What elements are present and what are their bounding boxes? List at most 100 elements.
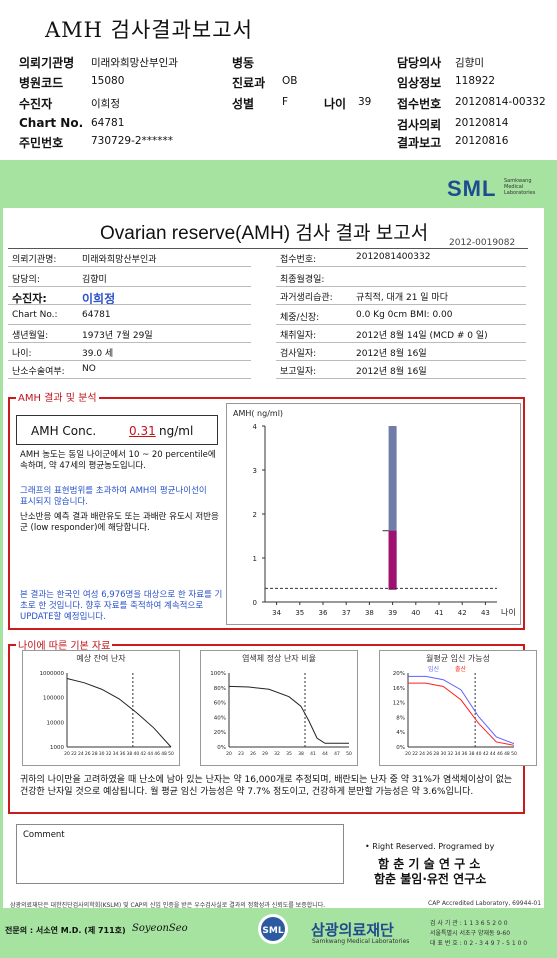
x-tick-label: 42 — [140, 751, 146, 757]
info-right-value: 2012081400332 — [356, 252, 431, 262]
header-label: 진료과 — [232, 76, 266, 90]
info-right-label: 검사일자: — [280, 349, 317, 359]
certification-note: 삼광의료재단은 대한진단검사의학회(KSLM) 및 CAP의 신임 인증을 받은… — [10, 902, 326, 909]
info-left-value: 64781 — [82, 310, 111, 320]
x-tick-label: 34 — [113, 751, 119, 757]
header-value: 미래와희망산부인과 — [91, 57, 178, 69]
info-right-label: 과거생리습관: — [280, 293, 333, 303]
y-tick-label: 0% — [396, 745, 405, 751]
info-right-label: 보고일자: — [280, 367, 317, 377]
info-row-divider — [276, 360, 526, 361]
comment-label: Comment — [23, 830, 65, 840]
x-tick-label: 37 — [342, 609, 351, 617]
y-tick-label: 100% — [210, 671, 226, 677]
x-tick-label: 24 — [78, 751, 84, 757]
info-left-label: 난소수술여부: — [12, 367, 65, 377]
y-tick-label: 4 — [253, 423, 258, 431]
lab-code: 검 사 기 관 : 1 1 3 6 5 2 0 0 — [430, 920, 508, 927]
foundation-name-en: Samkwang Medical Laboratories — [312, 938, 410, 945]
x-tick-label: 39 — [388, 609, 397, 617]
x-tick-label: 47 — [334, 751, 340, 757]
x-tick-label: 26 — [85, 751, 91, 757]
x-tick-label: 35 — [295, 609, 304, 617]
amh-concentration-box: AMH Conc. 0.31 ng/ml — [16, 415, 218, 445]
x-tick-label: 48 — [161, 751, 167, 757]
x-tick-label: 38 — [127, 751, 133, 757]
x-tick-label: 40 — [411, 609, 420, 617]
info-row-divider — [8, 266, 251, 267]
amh-label: AMH Conc. — [31, 424, 97, 438]
amh-section-title: AMH 결과 및 분석 — [16, 389, 99, 404]
percentile-box — [388, 530, 397, 590]
header-label: 성별 — [232, 97, 255, 111]
y-tick-label: 40% — [214, 715, 226, 721]
y-tick-label: 1000000 — [40, 671, 65, 677]
report-number: 2012-0019082 — [449, 238, 516, 248]
header-value: 64781 — [91, 117, 125, 129]
info-row-divider — [276, 304, 526, 305]
pregnancy-chance-chart-frame: 월평균 임신 가능성 20% 16% 12% 8% 4% 0% 20 22 24 26 28 30 32… — [379, 650, 537, 766]
series-line — [408, 675, 515, 745]
program-lab-1: 함 춘 기 술 연 구 소 — [378, 857, 481, 871]
header-value: 20120814-00332 — [455, 96, 546, 108]
header-value: OB — [282, 75, 298, 87]
x-tick-label: 20 — [64, 751, 70, 757]
series-line — [66, 677, 172, 748]
header-value: F — [282, 96, 289, 108]
remaining-eggs-title: 예상 잔여 난자 — [76, 654, 126, 663]
info-left-label: 수진자: — [12, 292, 47, 305]
title-divider — [8, 248, 528, 249]
header-label: Chart No. — [19, 116, 84, 130]
y-tick-label: 3 — [253, 467, 257, 475]
info-right-value: 2012년 8월 16일 — [356, 349, 427, 359]
x-tick-label: 44 — [147, 751, 153, 757]
amh-chart-ylabel: AMH( ng/ml) — [233, 409, 283, 418]
header-value: 이희정 — [91, 98, 120, 110]
header-value: 118922 — [455, 75, 496, 87]
y-tick-label: 20% — [214, 730, 226, 736]
y-tick-label: 100000 — [43, 696, 64, 702]
x-tick-label: 50 — [346, 751, 352, 757]
series-line — [228, 685, 349, 744]
amh-chart-xlabel: 나이 — [501, 607, 516, 617]
y-tick-label: 20% — [393, 671, 405, 677]
foundation-name: 삼광의료재단 — [311, 921, 394, 939]
x-tick-label: 40 — [476, 751, 482, 757]
x-tick-label: 46 — [154, 751, 160, 757]
info-row-divider — [8, 324, 251, 325]
y-tick-label: 16% — [393, 686, 405, 692]
x-tick-label: 50 — [168, 751, 174, 757]
pregnancy-chance-title: 월평균 임신 가능성 — [426, 654, 490, 663]
x-tick-label: 23 — [238, 751, 244, 757]
header-label: 검사의뢰 — [397, 118, 442, 132]
age-section-title: 나이에 따른 기본 자료 — [16, 637, 113, 652]
x-tick-label: 20 — [226, 751, 232, 757]
x-tick-label: 30 — [99, 751, 105, 757]
comment-box: Comment — [16, 824, 344, 884]
x-tick-label: 36 — [120, 751, 126, 757]
x-tick-label: 29 — [262, 751, 268, 757]
report-header-title: AMH 검사결과보고서 — [45, 18, 253, 42]
series-line — [408, 682, 515, 746]
info-left-label: Chart No.: — [12, 310, 58, 320]
x-tick-label: 43 — [481, 609, 490, 617]
y-tick-label: 10000 — [47, 720, 65, 726]
sml-logo: SML — [447, 176, 497, 201]
amh-note-range: 그래프의 표현범위를 초과하여 AMH의 평균나이선이 표시되지 않습니다. — [20, 486, 207, 507]
info-row-divider — [8, 378, 251, 379]
info-left-value: 김향미 — [82, 275, 107, 285]
y-tick-label: 12% — [393, 701, 405, 707]
svg-text:SML: SML — [262, 926, 283, 936]
info-row-divider — [8, 286, 251, 287]
x-tick-label: 41 — [310, 751, 316, 757]
y-tick-label: 4% — [396, 730, 405, 736]
x-tick-label: 40 — [133, 751, 139, 757]
rights-notice: • Right Reserved. Programed by — [365, 842, 495, 851]
amh-result-section — [8, 397, 525, 630]
legend-item: 출산 — [455, 665, 467, 673]
normal-chromosome-title: 염색체 정상 난자 비율 — [242, 654, 316, 663]
x-tick-label: 42 — [483, 751, 489, 757]
age-summary-text: 귀하의 나이만을 고려하였을 때 난소에 남아 있는 난자는 약 16,000개… — [20, 775, 513, 797]
